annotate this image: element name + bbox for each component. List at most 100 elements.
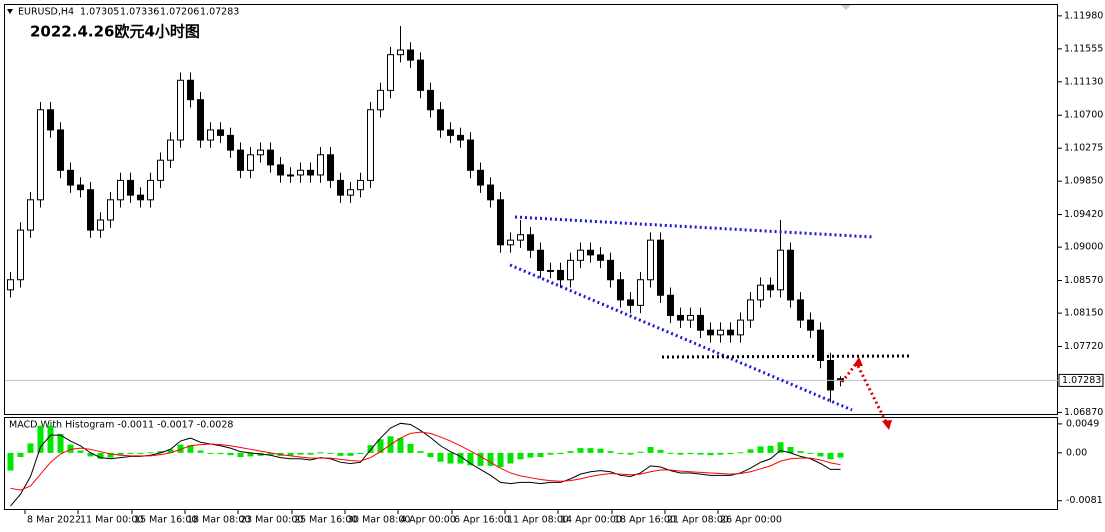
arrow — [856, 365, 889, 425]
candle-body — [167, 139, 174, 161]
candle-body — [767, 284, 774, 291]
candle-body — [627, 299, 634, 306]
candle-body — [117, 179, 124, 201]
candle-body — [237, 149, 244, 171]
histogram-bar — [7, 452, 14, 471]
candle-body — [777, 249, 784, 291]
histogram-bar — [287, 452, 294, 456]
candle-body — [497, 199, 504, 246]
y-tick-label: 1.10275 — [1064, 143, 1103, 154]
candle-body — [667, 294, 674, 316]
x-tick-label: 8 Mar 2022 — [27, 515, 81, 526]
candle-body — [57, 129, 64, 171]
candle-body — [787, 249, 794, 301]
histogram-bar — [197, 450, 204, 453]
candle-body — [547, 269, 554, 272]
histogram-bar — [827, 452, 834, 460]
y-tick-label: -0.0081 — [1066, 495, 1103, 506]
histogram-bar — [267, 452, 274, 456]
histogram-bar — [317, 452, 324, 454]
histogram-bar — [497, 452, 504, 468]
histogram-bar — [797, 451, 804, 453]
histogram-bar — [457, 452, 464, 464]
y-tick-label: 1.10700 — [1064, 110, 1103, 121]
candle-body — [687, 314, 694, 321]
y-tick-label: 1.09000 — [1064, 242, 1103, 253]
y-tick-label: 1.11555 — [1064, 43, 1103, 54]
histogram-bar — [687, 452, 694, 455]
y-tick-label: 1.07720 — [1064, 341, 1103, 352]
candle-body — [467, 139, 474, 171]
histogram-bar — [137, 452, 144, 454]
histogram-bar — [677, 452, 684, 455]
candle-body — [177, 79, 184, 141]
histogram-bar — [427, 452, 434, 457]
histogram-bar — [697, 452, 704, 455]
candle-body — [567, 259, 574, 281]
menu-arrow[interactable] — [7, 9, 13, 14]
low: 1.07206 — [160, 7, 199, 18]
candle-body — [247, 154, 254, 171]
x-tick-label: 30 Mar 08:00 — [347, 515, 410, 526]
histogram-bar — [377, 439, 384, 453]
histogram-bar — [707, 452, 714, 456]
x-tick-label: 4 Apr 00:00 — [400, 515, 456, 526]
candle-body — [27, 199, 34, 231]
candle-body — [577, 249, 584, 261]
histogram-bar — [837, 452, 844, 458]
candle-body — [87, 189, 94, 231]
histogram-bar — [187, 445, 194, 453]
candle-body — [227, 134, 234, 151]
histogram-bar — [737, 452, 744, 454]
candle-body — [187, 79, 194, 101]
y-tick-label: 1.09420 — [1064, 209, 1103, 220]
histogram-bar — [47, 425, 54, 453]
candle-body — [607, 259, 614, 281]
histogram-bar — [607, 451, 614, 453]
histogram-bar — [547, 452, 554, 455]
candle-body — [327, 154, 334, 181]
histogram-bar — [437, 452, 444, 462]
histogram-bar — [167, 449, 174, 453]
histogram-bar — [67, 444, 74, 453]
trendline — [509, 263, 853, 412]
candle-body — [797, 299, 804, 321]
candle-body — [387, 54, 394, 91]
candle-body — [717, 329, 724, 336]
histogram-bar — [757, 446, 764, 453]
histogram-bar — [637, 451, 644, 453]
candle-body — [147, 179, 154, 201]
candle-body — [357, 179, 364, 191]
histogram-bar — [157, 451, 164, 453]
histogram-bar — [177, 444, 184, 453]
histogram-bar — [217, 452, 224, 455]
histogram-bar — [417, 451, 424, 453]
candle-body — [517, 234, 524, 241]
histogram-bar — [367, 445, 374, 453]
macd-frame — [4, 417, 1058, 510]
histogram-bar — [117, 452, 124, 456]
histogram-bar — [357, 452, 364, 455]
high: 1.07336 — [120, 7, 159, 18]
histogram-bar — [27, 443, 34, 453]
candle-body — [267, 149, 274, 166]
histogram-bar — [407, 444, 414, 453]
y-tick-label: 1.08150 — [1064, 308, 1103, 319]
main-frame — [4, 4, 1058, 415]
histogram-bar — [107, 452, 114, 458]
candle-body — [127, 179, 134, 196]
histogram-bar — [557, 452, 564, 455]
candle-body — [157, 159, 164, 181]
current-price-box — [1058, 373, 1104, 387]
histogram-bar — [617, 452, 624, 455]
x-tick-label: 6 Apr 16:00 — [454, 515, 510, 526]
candle-body — [337, 179, 344, 196]
histogram-bar — [247, 452, 254, 457]
candle-body — [207, 129, 214, 141]
x-tick-label: 11 Mar 00:00 — [80, 515, 143, 526]
histogram-bar — [57, 433, 64, 453]
histogram-bar — [97, 452, 104, 459]
candle-body — [557, 269, 564, 281]
candle-body — [407, 49, 414, 61]
candle-body — [307, 169, 314, 176]
